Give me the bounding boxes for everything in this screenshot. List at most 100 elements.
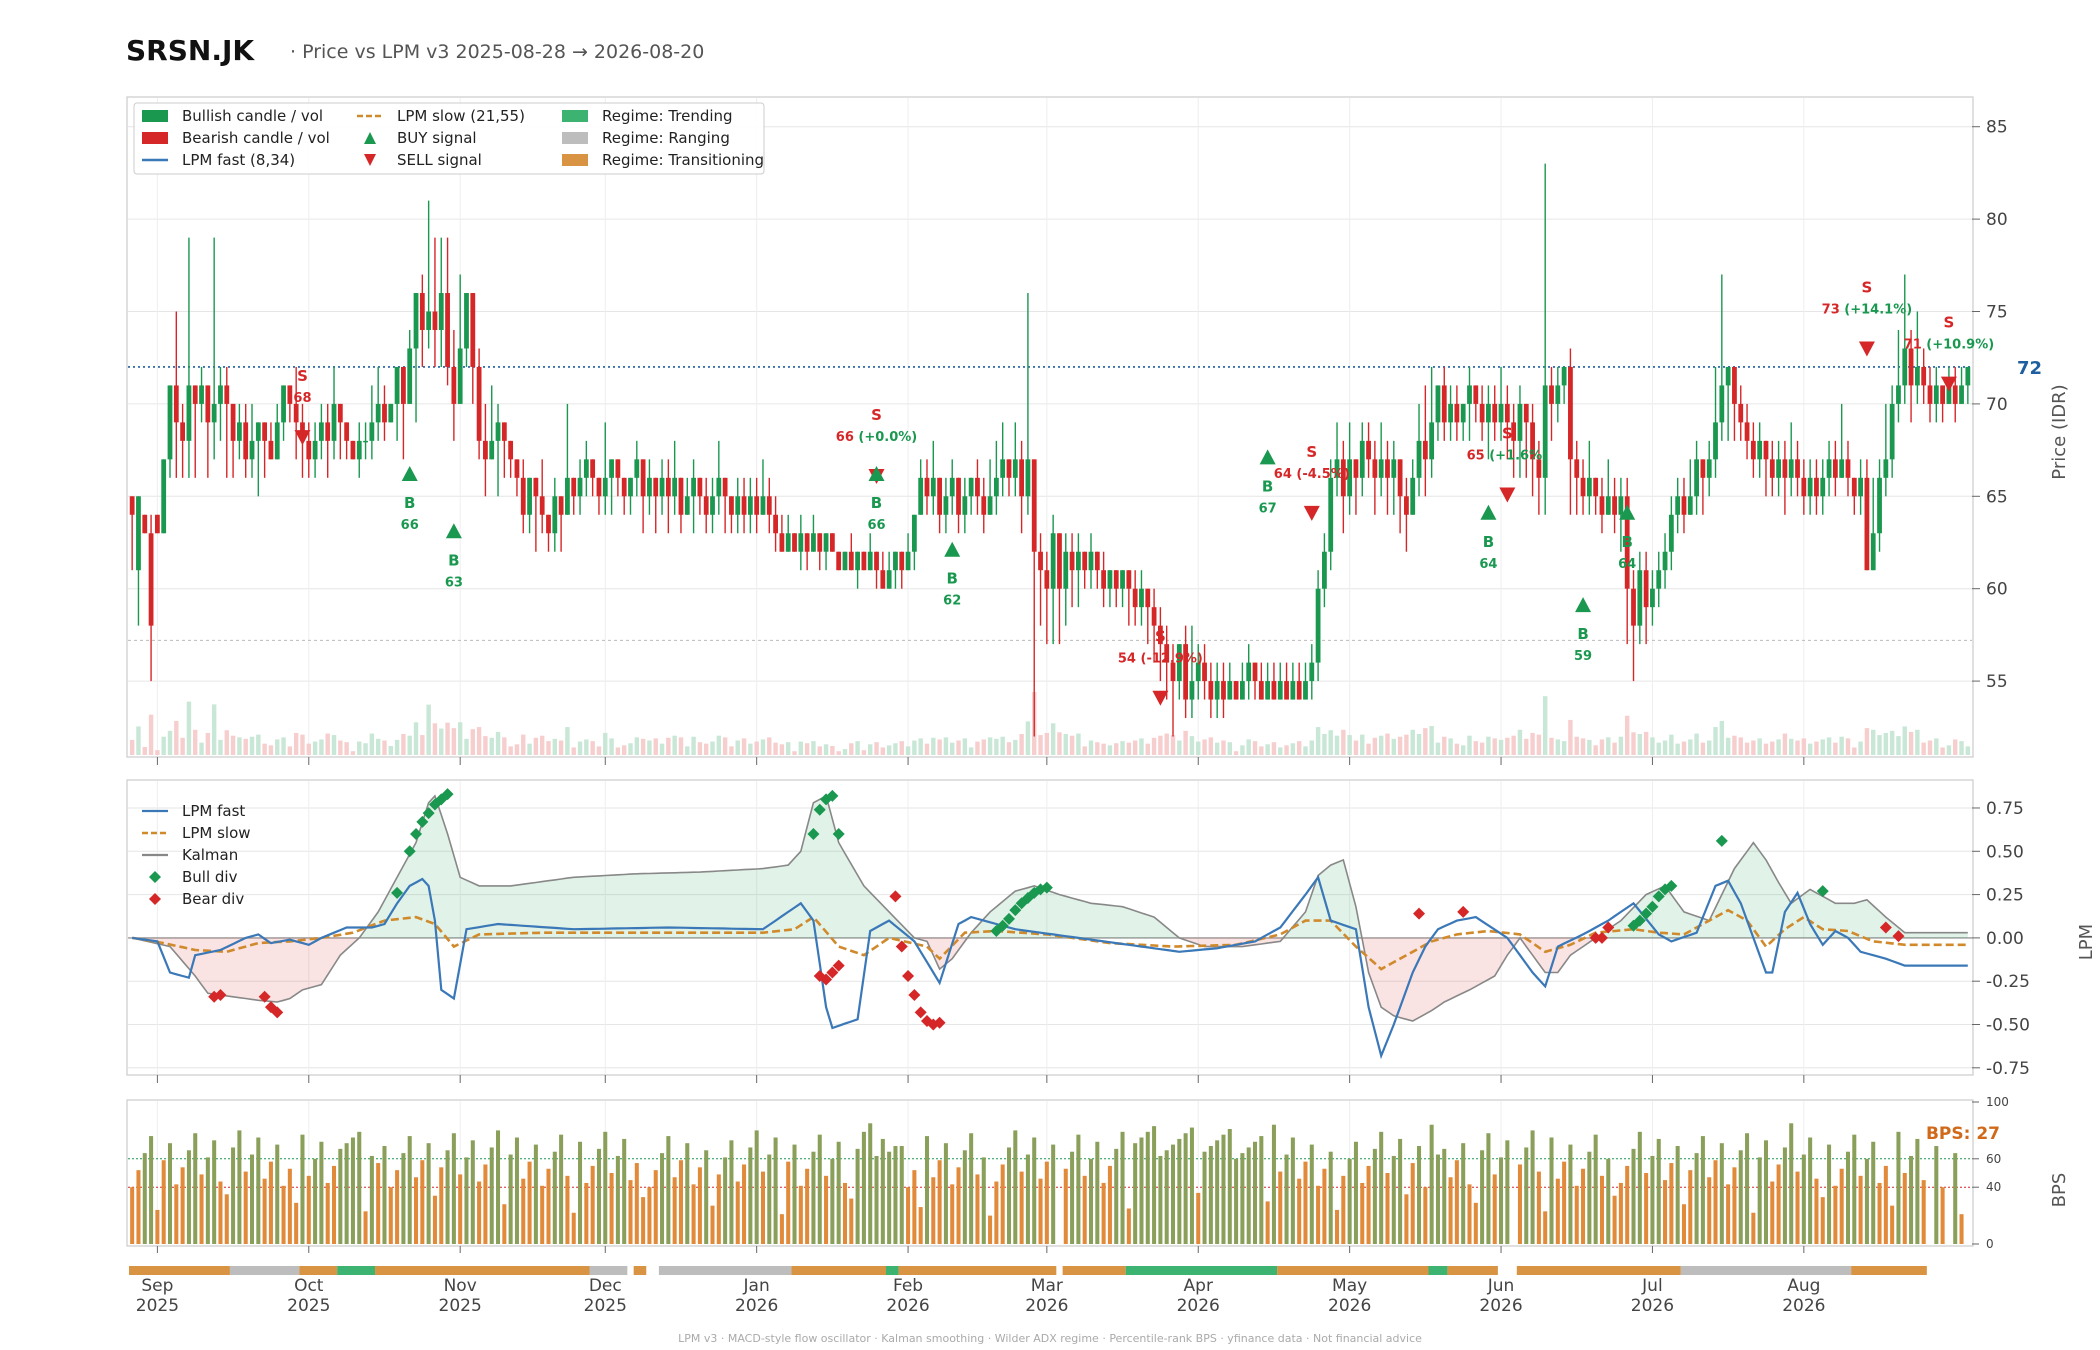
bps-bar	[1555, 1178, 1560, 1244]
bps-bar	[1953, 1153, 1958, 1244]
volume-bar	[817, 746, 822, 755]
candle-body	[1050, 533, 1056, 589]
year-label: 2026	[1631, 1296, 1674, 1316]
candle-body	[407, 348, 413, 404]
volume-bar	[420, 735, 425, 755]
volume-bar	[1467, 735, 1472, 755]
volume-bar	[634, 737, 640, 755]
candle-body	[1448, 403, 1453, 423]
candle-body	[1044, 570, 1050, 589]
volume-bar	[1908, 731, 1914, 755]
candle-body	[1952, 385, 1958, 404]
volume-bar	[1473, 741, 1479, 755]
candle-body	[602, 477, 608, 497]
volume-bar	[1101, 743, 1106, 755]
bps-bar	[1852, 1134, 1857, 1244]
buy-signal-marker	[944, 541, 961, 557]
candle-body	[1309, 662, 1315, 682]
volume-bar	[874, 742, 879, 755]
candle-body	[1908, 348, 1914, 386]
volume-bar	[1511, 735, 1516, 755]
sell-signal-marker	[1152, 690, 1169, 706]
volume-bar	[521, 734, 526, 755]
volume-bar	[672, 735, 677, 755]
bps-bar	[1915, 1138, 1920, 1244]
bps-bar	[1719, 1143, 1724, 1244]
bps-bar	[1398, 1138, 1403, 1244]
regime-segment-transitioning	[633, 1266, 647, 1275]
bps-bar	[1360, 1182, 1365, 1244]
volume-bar	[129, 739, 135, 755]
bps-bar	[697, 1167, 702, 1244]
candle-body	[766, 496, 772, 515]
volume-bar	[1120, 741, 1125, 755]
year-label: 2026	[1177, 1296, 1220, 1316]
volume-bar	[1801, 738, 1807, 755]
candle-body	[1675, 496, 1681, 515]
candle-body	[1713, 422, 1718, 460]
volume-bar	[880, 747, 886, 755]
candle-body	[590, 459, 596, 478]
bps-bar	[1934, 1146, 1939, 1244]
volume-bar	[1845, 738, 1851, 755]
volume-bar	[1681, 741, 1687, 755]
lpm-tick-label: -0.75	[1986, 1059, 2030, 1079]
volume-bar	[1252, 741, 1258, 755]
volume-bar	[659, 743, 665, 755]
volume-bar	[842, 749, 848, 755]
candle-body	[804, 533, 810, 552]
candle-body	[1366, 440, 1371, 460]
candle-body	[817, 533, 823, 552]
volume-bar	[1391, 738, 1397, 755]
candle-body	[710, 496, 715, 515]
volume-bar	[1889, 730, 1895, 755]
candle-body	[1687, 496, 1693, 515]
volume-bar	[1744, 742, 1750, 755]
bps-bar	[281, 1185, 286, 1244]
volume-bar	[1404, 734, 1409, 755]
bps-bar	[325, 1182, 330, 1244]
candle-body	[1031, 459, 1037, 552]
legend-label: Kalman	[182, 846, 238, 864]
candle-body	[968, 477, 974, 497]
bps-bar	[186, 1150, 191, 1244]
volume-bar	[1189, 736, 1195, 755]
candle-body	[1284, 681, 1289, 700]
volume-bar	[1309, 740, 1314, 755]
legend-label: LPM fast (8,34)	[182, 151, 295, 169]
candle-body	[1328, 477, 1334, 552]
volume-bar	[1221, 740, 1226, 755]
candle-body	[672, 477, 678, 497]
bps-bar	[1959, 1214, 1964, 1244]
candle-body	[1814, 477, 1819, 497]
candle-body	[1839, 459, 1845, 478]
candle-body	[401, 366, 406, 404]
volume-bar	[155, 750, 160, 755]
bps-bar	[1801, 1154, 1806, 1244]
volume-bar	[363, 743, 368, 755]
candle-body	[1057, 533, 1062, 589]
volume-bar	[1057, 732, 1062, 755]
regime-segment-transitioning	[299, 1266, 338, 1275]
candle-body	[577, 477, 583, 497]
volume-bar	[375, 738, 381, 755]
bps-bar	[1486, 1133, 1491, 1244]
bps-bar	[1480, 1150, 1485, 1244]
candle-body	[1864, 477, 1870, 571]
volume-bar	[558, 740, 564, 755]
bps-bar	[943, 1143, 948, 1244]
volume-bar	[1700, 742, 1706, 755]
month-label: Nov	[444, 1276, 477, 1296]
sell-signal-letter: S	[1502, 424, 1513, 442]
bps-bar	[887, 1151, 892, 1244]
volume-bar	[502, 737, 507, 755]
candle-body	[993, 477, 999, 497]
candle-body	[129, 496, 135, 515]
bps-bar	[912, 1170, 917, 1244]
bps-bar	[1593, 1134, 1598, 1244]
bull-div-marker	[826, 789, 839, 802]
volume-bar	[1606, 737, 1611, 755]
candle-body	[1706, 459, 1712, 478]
volume-bar	[1177, 740, 1182, 755]
candle-body	[274, 422, 280, 460]
